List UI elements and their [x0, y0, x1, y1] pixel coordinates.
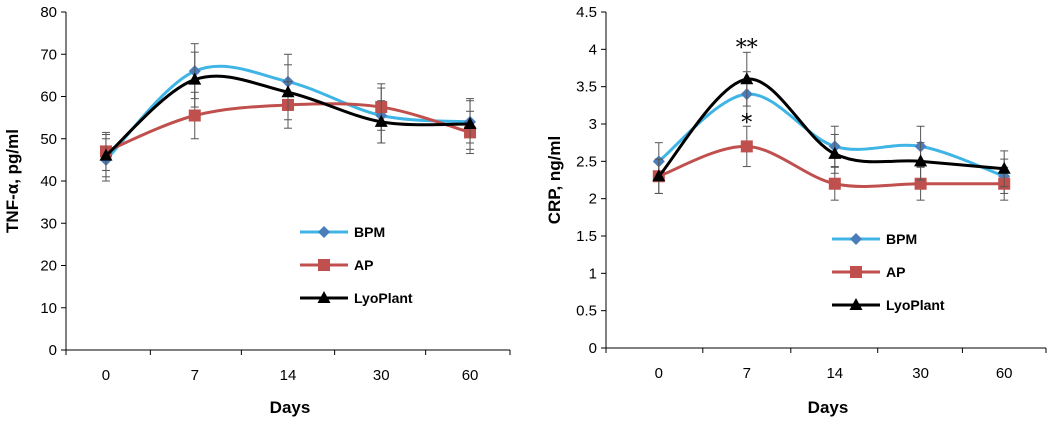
y-tick-label: 3 — [589, 116, 597, 133]
x-tick-label: 14 — [826, 365, 843, 382]
data-point — [914, 154, 928, 167]
y-tick-label: 2 — [589, 191, 597, 208]
data-point — [740, 72, 754, 85]
y-tick-label: 60 — [40, 89, 57, 106]
y-tick-label: 50 — [40, 131, 57, 148]
y-axis-title: CRP, ng/ml — [545, 136, 564, 224]
legend-swatch-marker — [850, 266, 862, 278]
data-point — [99, 148, 113, 161]
legend-label: AP — [886, 264, 905, 280]
data-point — [997, 161, 1011, 174]
x-axis-title: Days — [270, 398, 311, 417]
legend-swatch-marker — [849, 298, 863, 310]
x-tick-label: 30 — [912, 365, 929, 382]
data-point — [374, 114, 388, 127]
y-tick-label: 30 — [40, 215, 57, 232]
data-point — [188, 72, 202, 85]
y-tick-label: 0.5 — [576, 303, 597, 320]
legend-label: LyoPlant — [354, 290, 413, 306]
significance-marker: * — [741, 111, 752, 136]
legend-swatch-marker — [850, 233, 862, 245]
y-tick-label: 2.5 — [576, 153, 597, 170]
y-tick-label: 80 — [40, 4, 57, 21]
legend-label: BPM — [354, 224, 385, 240]
chart-2: 0 0.5 1 1.5 2 2.5 3 3.5 4 4.5 0 7 14 30 60 Days CRP, ng/… — [545, 4, 1047, 417]
legend-swatch-marker — [318, 259, 330, 271]
data-point — [828, 177, 841, 190]
x-tick-label: 7 — [743, 365, 751, 382]
series-lyoplant — [652, 51, 1011, 194]
data-point — [281, 85, 295, 98]
series-ap — [652, 125, 1011, 201]
y-tick-label: 3.5 — [576, 79, 597, 96]
x-axis-title: Days — [808, 398, 849, 417]
y-tick-label: 4 — [589, 41, 597, 58]
x-tick-label: 14 — [280, 367, 297, 384]
y-tick-label: 10 — [40, 300, 57, 317]
legend-swatch-marker — [317, 291, 331, 303]
legend-label: AP — [354, 257, 373, 273]
x-tick-label: 7 — [191, 367, 199, 384]
x-tick-label: 60 — [462, 367, 479, 384]
data-point — [652, 169, 666, 182]
x-tick-label: 0 — [102, 367, 110, 384]
data-point — [188, 109, 201, 122]
x-tick-label: 0 — [655, 365, 663, 382]
legend-label: LyoPlant — [886, 297, 945, 313]
series-lyoplant — [99, 51, 477, 178]
data-point — [914, 177, 927, 190]
y-tick-label: 20 — [40, 258, 57, 275]
y-tick-label: 70 — [40, 46, 57, 63]
data-point — [828, 146, 842, 159]
y-tick-label: 1.5 — [576, 228, 597, 245]
x-tick-label: 30 — [373, 367, 390, 384]
legend-swatch-marker — [318, 226, 330, 238]
significance-marker: ** — [736, 36, 758, 61]
y-tick-label: 0 — [49, 342, 57, 359]
y-axis-title: TNF-α, pg/ml — [3, 129, 22, 233]
data-point — [463, 116, 477, 129]
y-tick-label: 40 — [40, 173, 57, 190]
x-tick-label: 60 — [996, 365, 1013, 382]
y-tick-label: 0 — [589, 340, 597, 357]
y-tick-label: 4.5 — [576, 4, 597, 21]
series-bpm — [652, 71, 1011, 194]
legend-label: BPM — [886, 231, 917, 247]
y-tick-label: 1 — [589, 265, 597, 282]
series-line — [657, 77, 1005, 178]
data-point — [740, 140, 753, 153]
chart-1: 0 10 20 30 40 50 60 70 80 0 7 14 30 60 Days TNF-α, pg/m… — [3, 4, 511, 417]
